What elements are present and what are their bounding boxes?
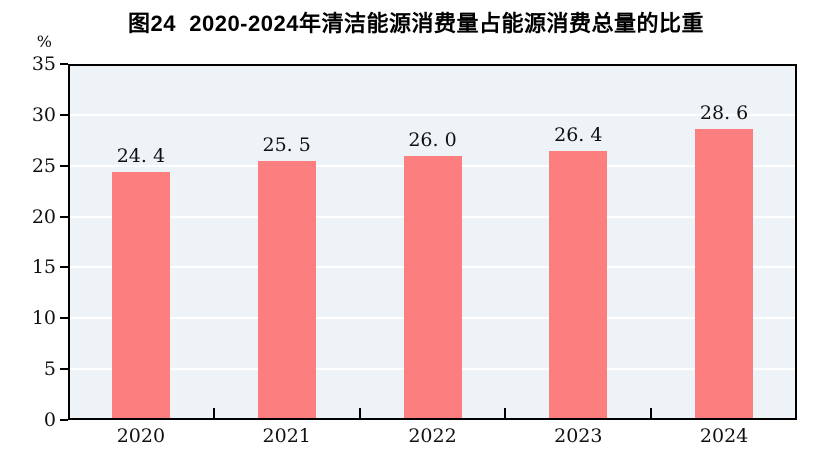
y-tick-mark: [60, 164, 68, 167]
bar: [549, 151, 608, 420]
y-tick-label: 10: [31, 307, 56, 330]
x-tick-label: 2023: [554, 425, 603, 447]
y-tick-label: 20: [31, 205, 56, 228]
chart-title: 图24 2020-2024年清洁能源消费量占能源消费总量的比重: [128, 11, 704, 36]
x-boundary-tick: [650, 408, 653, 420]
x-tick-label: 2021: [262, 425, 311, 447]
y-tick-mark: [60, 63, 68, 65]
bar-value-label: 28. 6: [699, 102, 749, 125]
bar: [403, 155, 462, 420]
x-tick-label: 2022: [408, 425, 457, 447]
bar: [111, 171, 170, 420]
y-tick-label: 15: [31, 256, 56, 279]
y-tick-mark: [60, 113, 68, 116]
y-axis-unit-label: %: [36, 32, 52, 51]
y-tick-mark: [60, 215, 68, 218]
x-boundary-tick: [358, 408, 361, 420]
y-tick-label: 0: [43, 409, 56, 431]
y-tick-label: 5: [43, 358, 56, 381]
bar: [257, 160, 316, 420]
y-tick-mark: [60, 368, 68, 371]
gridline: [68, 113, 797, 116]
y-tick-label: 35: [31, 53, 56, 75]
y-tick-label: 25: [31, 154, 56, 177]
bar-value-label: 26. 4: [554, 124, 603, 147]
bar: [695, 129, 754, 420]
y-tick-label: 30: [31, 103, 56, 126]
x-tick-label: 2020: [116, 425, 166, 447]
bar-value-label: 24. 4: [116, 144, 166, 167]
bar-value-label: 26. 0: [408, 128, 457, 151]
plot-area: [68, 64, 797, 420]
x-tick-label: 2024: [699, 425, 749, 447]
y-tick-mark: [60, 419, 68, 421]
y-tick-mark: [60, 317, 68, 320]
y-tick-mark: [60, 266, 68, 269]
bar-value-label: 25. 5: [262, 133, 311, 156]
x-boundary-tick: [504, 408, 507, 420]
x-boundary-tick: [212, 408, 215, 420]
